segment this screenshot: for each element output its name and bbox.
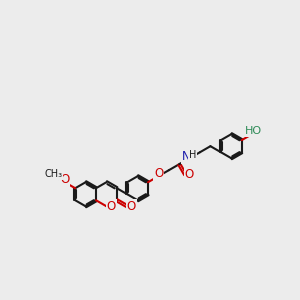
Text: N: N (182, 150, 191, 163)
Text: O: O (127, 200, 136, 212)
Text: CH₃: CH₃ (44, 169, 62, 179)
Text: O: O (184, 168, 194, 181)
Text: HO: HO (245, 126, 262, 136)
Text: O: O (107, 200, 116, 213)
Text: H: H (189, 149, 197, 160)
Text: O: O (154, 167, 163, 180)
Text: O: O (60, 173, 69, 186)
